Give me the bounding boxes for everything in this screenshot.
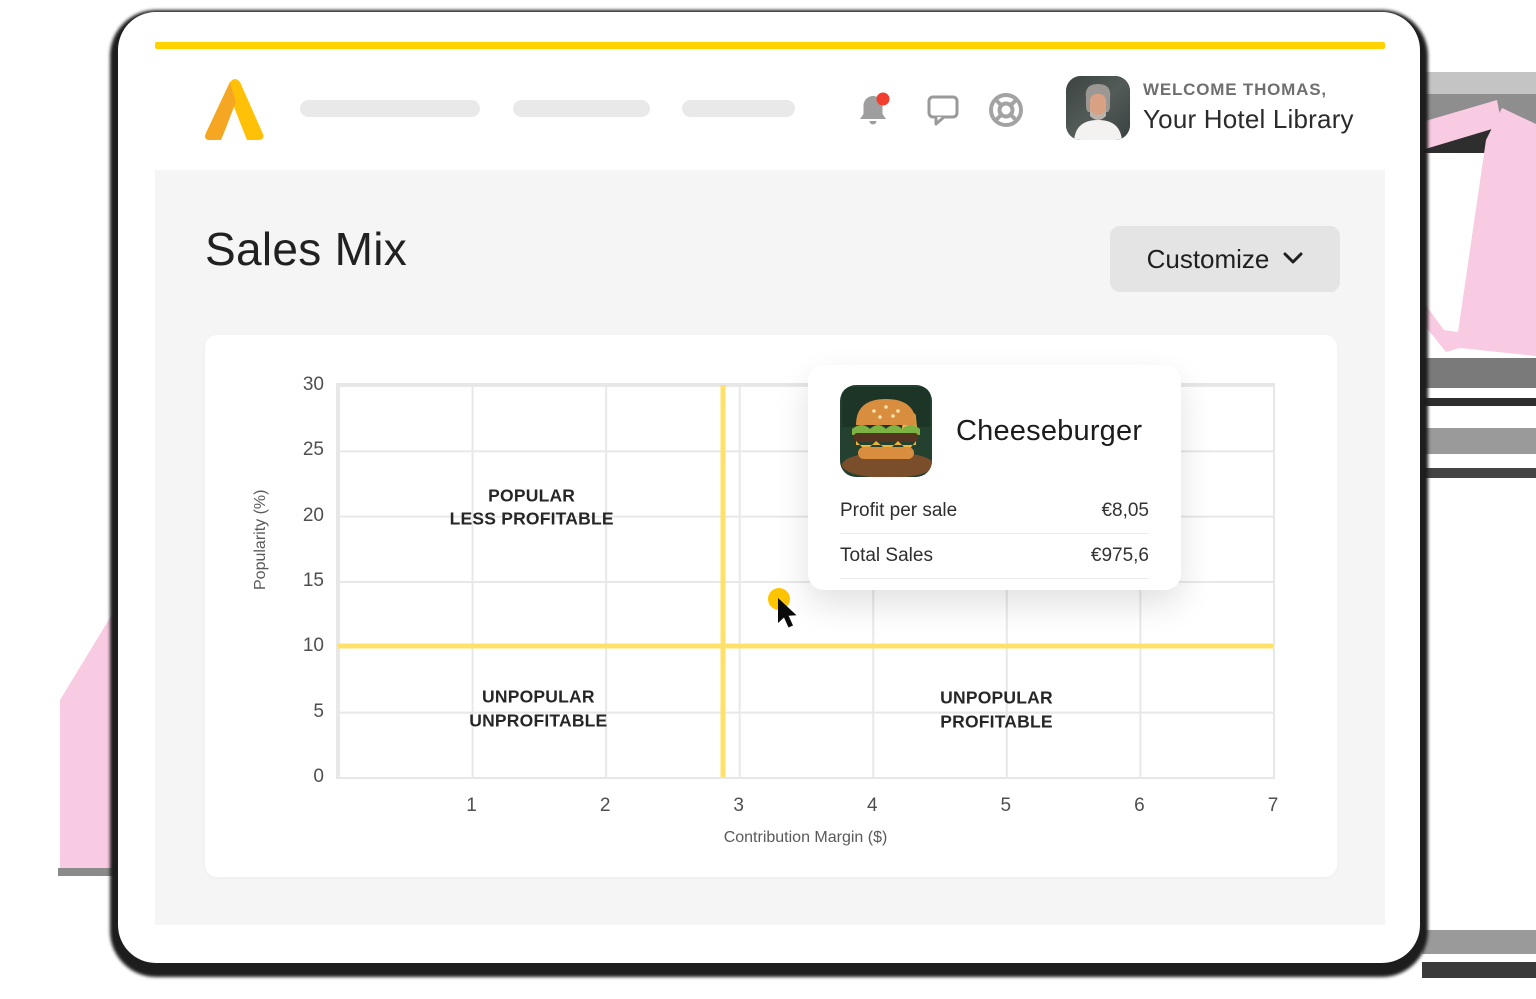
y-tick-label: 25 bbox=[302, 439, 324, 461]
brand-a-logo[interactable] bbox=[203, 78, 267, 140]
app-window: WELCOME THOMAS, Your Hotel Library Sales… bbox=[118, 12, 1420, 963]
x-axis-title: Contribution Margin ($) bbox=[723, 829, 888, 846]
quadrant-label-unpopular-profitable: UNPOPULAR PROFITABLE bbox=[940, 687, 1053, 732]
tooltip-row-value: €975,6 bbox=[1090, 545, 1149, 566]
mouse-cursor-icon bbox=[777, 598, 797, 628]
nav-placeholder[interactable] bbox=[300, 100, 480, 117]
y-tick-label: 0 bbox=[313, 766, 324, 787]
x-tick-label: 3 bbox=[733, 795, 744, 816]
decor-stripe bbox=[1422, 930, 1536, 954]
x-tick-label: 2 bbox=[599, 795, 611, 816]
notification-dot bbox=[876, 92, 890, 106]
y-tick-label: 5 bbox=[313, 700, 324, 722]
tooltip-row: Total Sales €975,6 bbox=[840, 534, 1149, 579]
y-axis-title: Popularity (%) bbox=[252, 489, 270, 590]
page-title: Sales Mix bbox=[205, 223, 408, 275]
threshold-line-horizontal bbox=[338, 643, 1273, 649]
y-tick-label: 15 bbox=[302, 570, 324, 591]
cheeseburger-tooltip: Cheeseburger Profit per sale €8,05 Total S… bbox=[808, 365, 1181, 590]
tooltip-row-label: Profit per sale bbox=[840, 500, 958, 521]
accent-top-bar bbox=[155, 42, 1385, 49]
decor-stripe bbox=[1422, 962, 1536, 978]
decor-gray-bar bbox=[58, 868, 136, 876]
x-tick-label: 5 bbox=[1000, 795, 1012, 816]
tooltip-title: Cheeseburger bbox=[956, 414, 1143, 447]
tooltip-row-value: €8,05 bbox=[1101, 500, 1149, 521]
quadrant-label-popular-less-profitable: POPULAR LESS PROFITABLE bbox=[449, 485, 614, 529]
decor-pink-triangle bbox=[60, 575, 136, 868]
welcome-greeting: WELCOME THOMAS, bbox=[1143, 80, 1327, 99]
x-tick-label: 4 bbox=[866, 795, 878, 816]
user-avatar[interactable] bbox=[1066, 76, 1130, 140]
decor-stripe bbox=[1422, 72, 1536, 94]
y-tick-label: 10 bbox=[302, 635, 324, 657]
account-name: Your Hotel Library bbox=[1143, 104, 1354, 134]
decor-stripe bbox=[1422, 358, 1536, 388]
help-buoy-icon[interactable] bbox=[986, 90, 1026, 130]
decor-stripe bbox=[1422, 398, 1536, 406]
cheeseburger-photo bbox=[840, 385, 932, 477]
y-tick-label: 30 bbox=[302, 374, 324, 395]
bell-icon[interactable] bbox=[856, 90, 894, 128]
nav-placeholder[interactable] bbox=[682, 100, 795, 117]
sales-mix-chart-card: Popularity (%) Contribution Margin ($) 0… bbox=[205, 335, 1337, 877]
x-tick-label: 6 bbox=[1134, 795, 1145, 816]
nav-placeholder[interactable] bbox=[513, 100, 650, 117]
tooltip-row: Profit per sale €8,05 bbox=[840, 489, 1149, 534]
decor-stripe bbox=[1422, 428, 1536, 454]
x-tick-label: 1 bbox=[466, 795, 477, 816]
decor-stripe bbox=[1422, 468, 1536, 478]
quadrant-label-unpopular-unprofitable: UNPOPULAR UNPROFITABLE bbox=[469, 686, 608, 731]
customize-label: Customize bbox=[1146, 243, 1270, 274]
x-tick-label: 7 bbox=[1267, 795, 1279, 816]
sales-mix-section: Sales Mix Customize Popularity (%) Contr… bbox=[155, 170, 1385, 925]
welcome-block: WELCOME THOMAS, Your Hotel Library bbox=[1143, 80, 1393, 135]
chevron-down-icon bbox=[1283, 252, 1303, 264]
tooltip-row-label: Total Sales bbox=[840, 545, 933, 566]
y-tick-label: 20 bbox=[302, 504, 324, 526]
customize-button[interactable]: Customize bbox=[1110, 226, 1340, 292]
tooltip-rows: Profit per sale €8,05 Total Sales €975,6 bbox=[840, 489, 1149, 579]
decor-pink-zigzag bbox=[1422, 100, 1536, 356]
threshold-line-vertical bbox=[720, 385, 726, 777]
chat-icon[interactable] bbox=[924, 90, 962, 128]
